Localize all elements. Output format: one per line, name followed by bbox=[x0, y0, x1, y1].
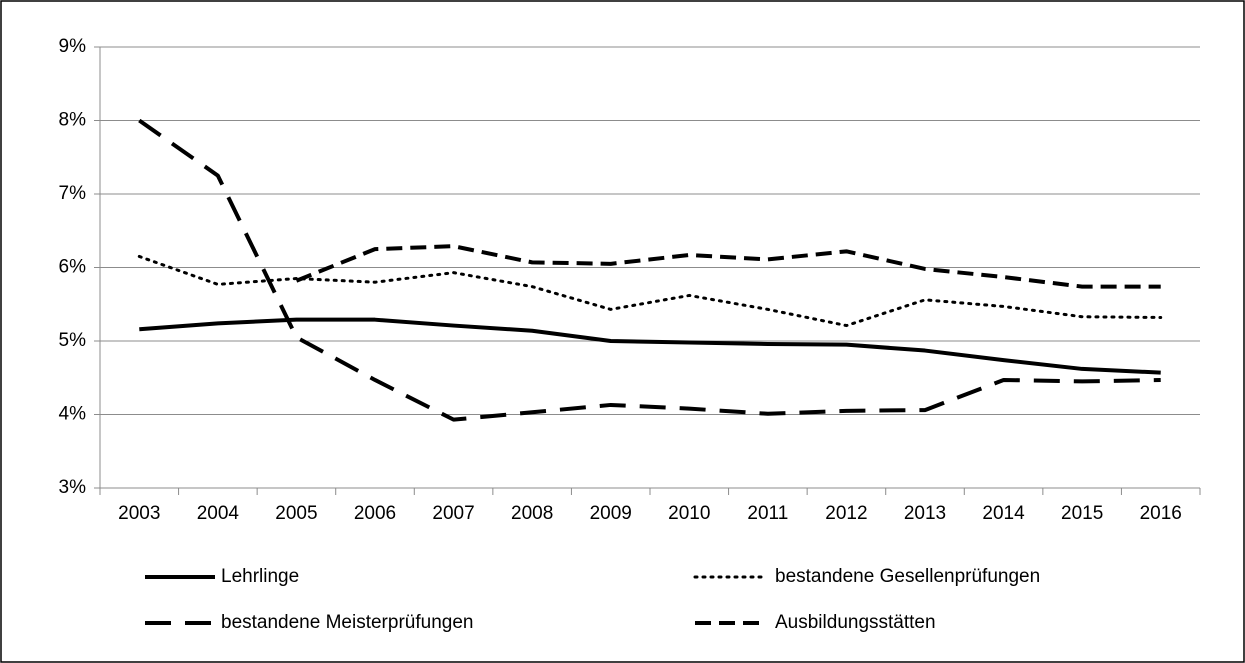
series-line bbox=[138, 118, 1161, 422]
x-tick-label: 2012 bbox=[825, 503, 867, 524]
x-tick-label: 2009 bbox=[590, 503, 632, 524]
y-tick-label: 5% bbox=[59, 330, 87, 351]
series-line bbox=[137, 254, 1163, 328]
x-tick-label: 2014 bbox=[982, 503, 1025, 524]
series-line bbox=[295, 244, 1161, 289]
x-tick-label: 2016 bbox=[1140, 503, 1182, 524]
x-tick-label: 2010 bbox=[668, 503, 710, 524]
series-line bbox=[139, 317, 1161, 375]
y-tick-label: 7% bbox=[59, 183, 87, 204]
y-tick-label: 4% bbox=[59, 404, 87, 425]
y-tick-label: 9% bbox=[59, 36, 87, 57]
legend-label: Lehrlinge bbox=[221, 566, 299, 587]
legend-label: bestandene Gesellenprüfungen bbox=[775, 566, 1040, 587]
x-tick-label: 2007 bbox=[432, 503, 474, 524]
y-tick-label: 8% bbox=[59, 110, 87, 131]
y-tick-label: 3% bbox=[59, 477, 87, 498]
x-tick-label: 2011 bbox=[747, 503, 788, 524]
legend-label: Ausbildungsstätten bbox=[775, 612, 936, 633]
x-tick-label: 2015 bbox=[1061, 503, 1103, 524]
x-tick-label: 2005 bbox=[275, 503, 317, 524]
legend-label: bestandene Meisterprüfungen bbox=[221, 612, 473, 633]
x-tick-label: 2006 bbox=[354, 503, 396, 524]
x-tick-label: 2003 bbox=[118, 503, 160, 524]
y-tick-label: 6% bbox=[59, 257, 87, 278]
x-tick-label: 2013 bbox=[904, 503, 946, 524]
x-tick-label: 2008 bbox=[511, 503, 553, 524]
x-tick-label: 2004 bbox=[197, 503, 240, 524]
